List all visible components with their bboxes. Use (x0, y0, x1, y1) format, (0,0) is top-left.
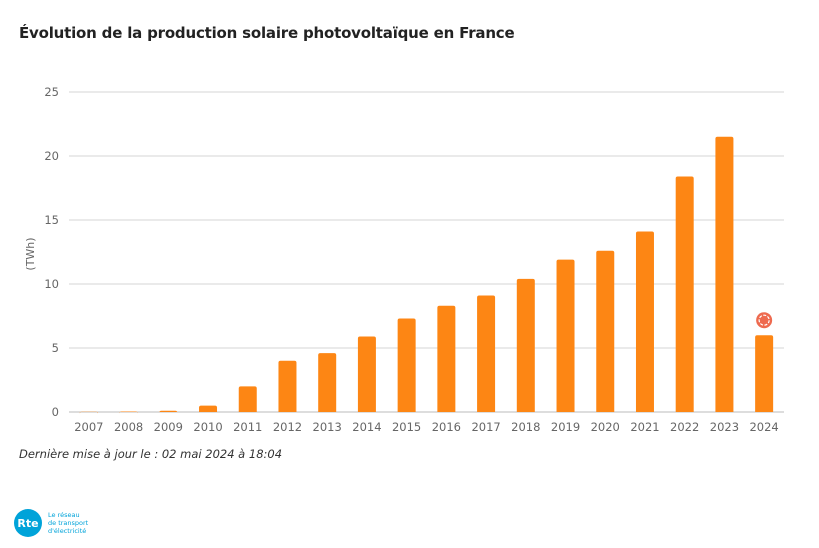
logo-line: Le réseau (48, 511, 80, 519)
x-tick-label: 2008 (114, 420, 143, 434)
bar-2011 (238, 386, 257, 412)
logo-line: d'électricité (48, 527, 87, 535)
x-tick-label: 2016 (432, 420, 461, 434)
marker-inner-ring (758, 314, 770, 326)
in-progress-marker-icon (756, 312, 773, 329)
bar-2012 (278, 360, 297, 412)
bar-2009 (159, 410, 178, 413)
y-tick-label: 20 (44, 149, 59, 163)
x-tick-label: 2007 (74, 420, 103, 434)
bar-2010 (199, 405, 218, 412)
x-tick-label: 2023 (710, 420, 739, 434)
y-tick-label: 0 (52, 405, 59, 419)
bar-2021 (635, 231, 654, 412)
page-title: Évolution de la production solaire photo… (19, 24, 515, 42)
bar-2014 (357, 336, 376, 412)
y-tick-label: 5 (52, 341, 59, 355)
rte-logo[interactable]: Rte Le réseau de transport d'électricité (14, 509, 88, 537)
x-tick-label: 2024 (749, 420, 778, 434)
bar-2024 (755, 335, 774, 412)
x-tick-label: 2010 (193, 420, 222, 434)
bar-2016 (437, 305, 456, 412)
bar-2019 (556, 259, 575, 412)
x-tick-label: 2013 (313, 420, 342, 434)
rte-logo-text: Le réseau de transport d'électricité (48, 511, 88, 535)
bar-2017 (477, 295, 496, 412)
x-tick-label: 2017 (471, 420, 500, 434)
bar-2007 (79, 411, 98, 414)
bar-2023 (715, 136, 734, 413)
bar-2018 (516, 278, 535, 412)
rte-logo-mark: Rte (14, 509, 42, 537)
x-tick-label: 2015 (392, 420, 421, 434)
x-tick-label: 2014 (352, 420, 381, 434)
x-tick-label: 2011 (233, 420, 262, 434)
x-tick-label: 2009 (154, 420, 183, 434)
bar-2013 (318, 353, 337, 412)
bar-2020 (596, 250, 615, 412)
y-tick-label: 25 (44, 85, 59, 99)
y-axis-label: (TWh) (24, 237, 37, 270)
x-tick-label: 2020 (591, 420, 620, 434)
bar-2022 (675, 176, 694, 412)
x-tick-label: 2022 (670, 420, 699, 434)
bar-2008 (119, 411, 138, 414)
x-tick-label: 2019 (551, 420, 580, 434)
bar-2015 (397, 318, 416, 412)
y-tick-label: 10 (44, 277, 59, 291)
x-tick-label: 2012 (273, 420, 302, 434)
last-update-text: Dernière mise à jour le : 02 mai 2024 à … (19, 447, 283, 461)
y-tick-label: 15 (44, 213, 59, 227)
x-tick-label: 2018 (511, 420, 540, 434)
logo-line: de transport (48, 519, 89, 527)
x-tick-label: 2021 (630, 420, 659, 434)
